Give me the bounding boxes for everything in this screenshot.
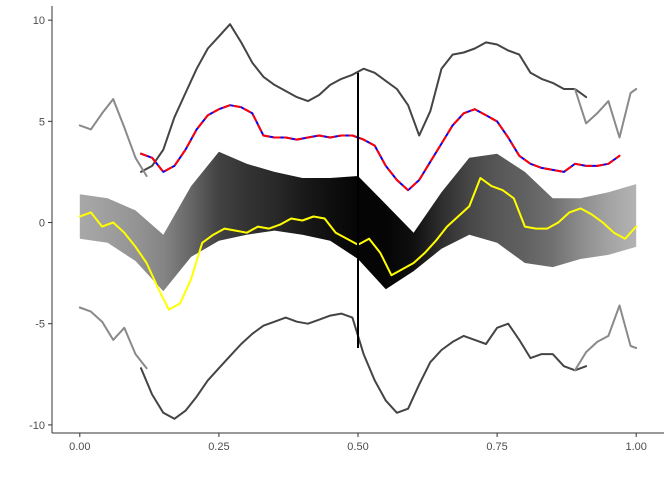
x-tick-label: 0.75 <box>486 441 507 453</box>
series-line-8 <box>140 104 621 192</box>
series-line-1 <box>140 23 588 173</box>
y-tick-label: -10 <box>29 420 45 432</box>
x-tick-label: 0.50 <box>347 441 368 453</box>
x-tick-label: 1.00 <box>625 441 646 453</box>
plot-area <box>78 23 638 420</box>
y-tick-label: 10 <box>33 15 45 27</box>
y-tick-label: 5 <box>39 116 45 128</box>
x-tick-label: 0.00 <box>69 441 90 453</box>
x-tick-label: 0.25 <box>208 441 229 453</box>
y-tick-label: -5 <box>35 319 45 331</box>
series-line-6 <box>574 304 638 372</box>
series-line-2 <box>78 98 148 177</box>
series-line-4 <box>140 312 588 420</box>
tick-labels: 0.00 0.25 0.50 0.75 1.00 -10 -5 0 5 10 <box>29 15 647 453</box>
series-line-3 <box>574 88 638 139</box>
y-tick-label: 0 <box>39 218 45 230</box>
series-line-5 <box>78 306 148 370</box>
